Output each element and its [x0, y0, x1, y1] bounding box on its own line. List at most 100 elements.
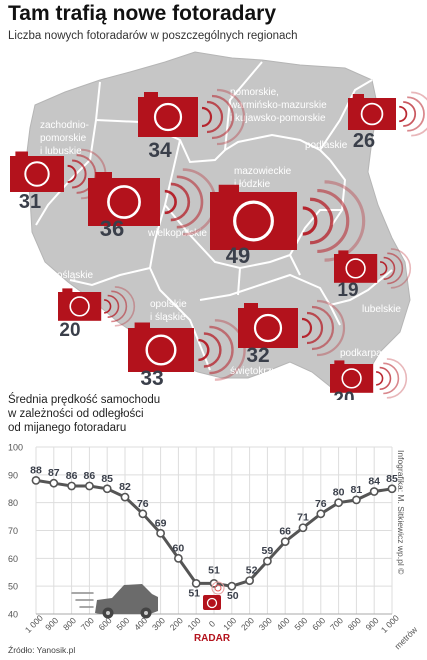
y-tick-label: 40 — [8, 610, 18, 620]
y-tick-label: 70 — [8, 526, 18, 536]
data-point — [298, 523, 308, 533]
data-label: 60 — [173, 542, 185, 554]
x-tick-label: 0 — [207, 618, 218, 629]
y-tick-label: 50 — [8, 582, 18, 592]
region-count-pomorskie: 34 — [148, 139, 172, 162]
region-count-zachodniopomorskie: 31 — [19, 191, 41, 213]
region-podkarpackie: podkarpackie 20 — [330, 348, 408, 400]
x-tick-label: 500 — [292, 615, 309, 632]
x-tick-label: 1 000 — [23, 613, 45, 635]
region-label-mazowieckie: mazowieckie i łódzkie — [234, 166, 292, 190]
speed-camera-icon — [10, 148, 107, 200]
data-point — [387, 484, 397, 494]
data-label: 76 — [315, 498, 327, 510]
x-tick-label: 800 — [61, 615, 78, 632]
data-label: 52 — [246, 565, 258, 577]
radar-label: RADAR — [194, 633, 231, 644]
data-point — [31, 475, 41, 485]
data-label: 69 — [155, 517, 167, 529]
data-label: 66 — [279, 526, 291, 538]
data-label: 76 — [137, 498, 149, 510]
speed-camera-icon — [334, 248, 412, 289]
x-tick-label: 600 — [310, 615, 327, 632]
data-point — [67, 481, 76, 491]
region-borders — [35, 61, 393, 371]
x-tick-label: 400 — [275, 615, 292, 632]
speed-camera-icon — [238, 299, 346, 357]
data-point — [173, 553, 183, 563]
data-label: 80 — [333, 487, 345, 499]
x-tick-label: 600 — [97, 615, 114, 632]
region-count-swietokrzyskie: 32 — [246, 344, 269, 367]
x-tick-label: 900 — [43, 615, 60, 632]
data-label: 88 — [30, 464, 42, 476]
page-title: Tam trafią nowe fotoradary — [8, 2, 276, 25]
data-point — [120, 492, 130, 502]
x-tick-label: 500 — [114, 615, 131, 632]
region-label-lubelskie: lubelskie — [362, 304, 401, 315]
region-label-opolskie: opolskie i śląskie — [150, 299, 187, 323]
data-label: 51 — [208, 564, 220, 576]
data-label: 51 — [188, 587, 200, 599]
data-label: 86 — [84, 470, 96, 482]
x-tick-label: 700 — [79, 615, 96, 632]
source-note: Źródło: Yanosik.pl — [8, 645, 76, 655]
chart-heading: Średnia prędkość samochodu w zależności … — [8, 393, 188, 435]
data-label: 50 — [227, 590, 239, 602]
speed-camera-icon — [58, 286, 136, 327]
speed-camera-icon — [138, 88, 246, 146]
data-label: 81 — [351, 484, 363, 496]
x-tick-label: 1 000 — [379, 613, 401, 635]
x-tick-label: 100 — [221, 615, 238, 632]
x-tick-label: 700 — [328, 615, 345, 632]
x-axis-unit: metrów — [392, 624, 419, 651]
region-count-podlaskie: 26 — [353, 130, 375, 152]
region-count-wielkopolskie: 36 — [100, 216, 124, 241]
region-label-podlaskie: podlaskie — [305, 140, 348, 151]
region-wielkopolskie: wielkopolskie 36 — [88, 168, 217, 241]
region-label-pomorskie: pomorskie, warmińsko-mazurskie i kujawsko-… — [229, 87, 327, 124]
region-count-dolnoslaskie: 20 — [59, 320, 80, 341]
data-label: 86 — [66, 470, 78, 482]
data-point — [227, 581, 237, 591]
data-point — [369, 487, 379, 496]
data-label: 82 — [119, 481, 131, 493]
y-tick-label: 60 — [8, 554, 18, 564]
speed-camera-icon — [348, 91, 427, 137]
radar-marker — [203, 581, 225, 610]
data-label: 59 — [262, 545, 274, 557]
region-label-swietokrzyskie: świętokrzyskie i małopolskie — [230, 366, 295, 390]
data-point — [316, 509, 326, 519]
speed-camera-icon — [128, 319, 246, 381]
x-tick-label: 200 — [239, 615, 256, 632]
speed-camera-icon — [330, 358, 408, 399]
region-lubelskie: lubelskie 19 — [334, 248, 412, 315]
region-dolnoslaskie: dolnośląskie 20 — [38, 270, 136, 341]
x-tick-label: 300 — [257, 615, 274, 632]
region-count-lubelskie: 19 — [337, 280, 358, 301]
data-point — [191, 578, 201, 588]
region-count-opolskie: 33 — [140, 367, 163, 390]
x-tick-label: 200 — [168, 615, 185, 632]
infographic-credit: Infografika: M. Sitkiewicz wp.pl © — [396, 450, 406, 575]
poland-map: zachodnio-pomorskie i lubuskie 31 wielkopol… — [10, 51, 427, 400]
data-point — [245, 576, 254, 585]
data-label: 84 — [368, 476, 380, 488]
car-icon — [71, 584, 158, 619]
region-mazowieckie: mazowieckie i łódzkie 49 — [210, 166, 366, 268]
x-tick-label: 900 — [364, 615, 381, 632]
data-point — [102, 484, 112, 494]
data-point — [262, 556, 272, 566]
data-point — [85, 481, 94, 491]
y-tick-label: 100 — [8, 443, 23, 453]
region-zachodniopomorskie: zachodnio-pomorskie i lubuskie 31 — [10, 120, 107, 213]
data-point — [156, 528, 165, 538]
x-tick-label: 800 — [346, 615, 363, 632]
region-count-mazowieckie: 49 — [226, 243, 250, 268]
data-label: 71 — [297, 512, 309, 524]
data-point — [138, 509, 148, 519]
region-count-podkarpackie: 20 — [333, 389, 354, 400]
speed-camera-icon — [88, 168, 217, 236]
